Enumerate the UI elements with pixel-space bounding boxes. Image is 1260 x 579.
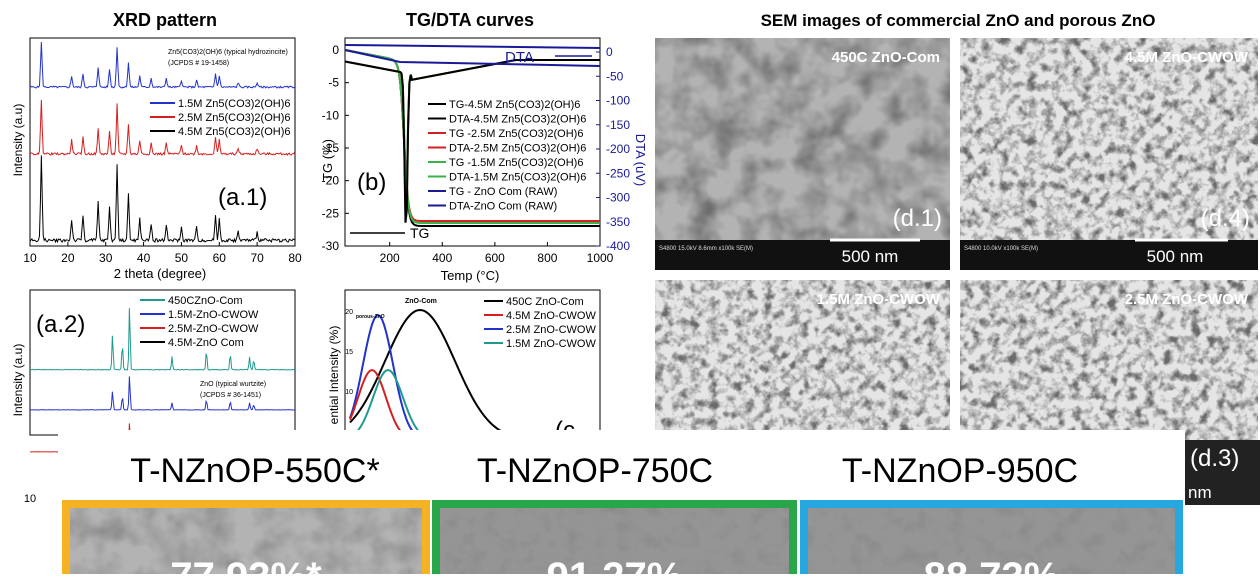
sample-value: 77.93%* (170, 555, 322, 574)
content: XRD pattern TG/DTA curves SEM images of co… (11, 10, 1260, 574)
annotation: porous-ZnO (356, 314, 385, 320)
legend-entry: 4.5M-ZnO Com (168, 337, 244, 349)
reference: ZnO (typical wurtzite) (200, 381, 266, 388)
y2-tick-label: 0 (606, 45, 613, 59)
y-tick-label: -25 (322, 206, 340, 220)
legend-entry: 450C ZnO-Com (506, 296, 584, 308)
y-tick-label: -5 (328, 76, 339, 90)
axis-label: Intensity (a.u) (11, 104, 25, 177)
tg-dta-curve (345, 45, 600, 48)
distribution-curve (350, 315, 520, 440)
scale-label: 500 nm (842, 247, 899, 266)
x-tick-label: 1000 (587, 251, 614, 265)
legend-entry: 1.5M-ZnO-CWOW (168, 309, 259, 321)
panel-label: (d.4) (1201, 205, 1250, 232)
x-tick-label: 600 (485, 251, 505, 265)
sem-texture (655, 38, 950, 270)
x-tick-label: 70 (250, 251, 264, 265)
y-tick-label: -30 (322, 239, 340, 253)
y-tick-label: 20 (345, 309, 353, 316)
x-tick-label: 200 (380, 251, 400, 265)
scale-label: nm (1188, 483, 1212, 502)
panel-label: (a.2) (36, 311, 85, 338)
legend-entry: 2.5M Zn5(CO3)2(OH)6 (178, 112, 290, 124)
y-tick-label: 10 (345, 389, 353, 396)
sem-label: 2.5M ZnO-CWOW (1125, 291, 1249, 308)
legend-entry: DTA-2.5M Zn5(CO3)2(OH)6 (449, 143, 586, 155)
legend-entry: TG -2.5M Zn5(CO3)2(OH)6 (449, 128, 583, 140)
legend-entry: 1.5M ZnO-CWOW (506, 338, 596, 350)
legend-entry: DTA-4.5M Zn5(CO3)2(OH)6 (449, 114, 586, 126)
legend-entry: DTA-ZnO Com (RAW) (449, 201, 557, 213)
x-tick-label: 40 (137, 251, 151, 265)
panel-title: TG/DTA curves (406, 10, 534, 30)
sample-name: T-NZnOP-750C (477, 452, 713, 490)
legend-entry: TG -1.5M Zn5(CO3)2(OH)6 (449, 157, 583, 169)
annotation: ZnO-Com (405, 298, 437, 305)
y2-tick-label: -200 (606, 142, 630, 156)
reference: (JCPDS # 36-1451) (200, 392, 261, 399)
axis-label: Temp (°C) (441, 268, 500, 283)
reference: (JCPDS # 19-1458) (168, 60, 229, 67)
y2-tick-label: -50 (606, 69, 624, 83)
x-tick-label: 800 (537, 251, 557, 265)
sem-info-bar (960, 240, 1258, 270)
panel-label: (b) (357, 169, 386, 196)
legend-entry: 4.5M Zn5(CO3)2(OH)6 (178, 126, 290, 138)
x-tick-label: 20 (61, 251, 75, 265)
y-tick-label: 15 (345, 349, 353, 356)
legend-entry: TG-4.5M Zn5(CO3)2(OH)6 (449, 99, 580, 111)
tg-dta-curve (345, 60, 600, 223)
axis-label: DTA (uV) (633, 134, 648, 187)
legend-entry: 2.5M-ZnO-CWOW (168, 323, 259, 335)
y2-tick-label: -150 (606, 118, 630, 132)
legend-entry: 450CZnO-Com (168, 295, 243, 307)
axis-label: 2 theta (degree) (114, 266, 207, 281)
y2-tick-label: -250 (606, 166, 630, 180)
sample-value: 88.73% (924, 555, 1060, 574)
axis-label: ential Intensity (%) (327, 326, 341, 425)
figure: XRD pattern TG/DTA curves SEM images of co… (0, 0, 1260, 574)
sem-texture (960, 38, 1258, 270)
x-tick-label: 80 (288, 251, 302, 265)
axis-label: Intensity (a.u) (11, 344, 25, 417)
axes-frame (30, 38, 295, 246)
y2-tick-label: -350 (606, 215, 630, 229)
sem-label: 4.5M ZnO-CWOW (1125, 49, 1249, 66)
annotation: DTA (505, 49, 534, 66)
sem-info: S4800 15.0kV 8.6mm x100k SE(M) (659, 246, 753, 252)
tg-dta-curve (345, 50, 600, 66)
legend-entry: DTA-1.5M Zn5(CO3)2(OH)6 (449, 172, 586, 184)
legend-entry: TG - ZnO Com (RAW) (449, 186, 557, 198)
annotation: TG (410, 225, 429, 241)
legend-entry: 1.5M Zn5(CO3)2(OH)6 (178, 98, 290, 110)
legend-entry: 2.5M ZnO-CWOW (506, 324, 596, 336)
y-tick-label: -10 (322, 108, 340, 122)
x-tick-label: 10 (24, 493, 36, 505)
x-tick-label: 400 (432, 251, 452, 265)
sample-value: 91.27% (547, 555, 683, 574)
reference: Zn5(CO3)2(OH)6 (typical hydrozincite) (168, 49, 288, 56)
axis-label: TG (%) (320, 139, 335, 181)
sem-label: 450C ZnO-Com (832, 49, 940, 66)
x-tick-label: 30 (99, 251, 113, 265)
x-tick-label: 60 (213, 251, 227, 265)
sem-info-bar (655, 240, 950, 270)
sem-info: S4800 10.0kV x100k SE(M) (964, 246, 1038, 252)
panel-title: XRD pattern (113, 10, 217, 30)
y-tick-label: 0 (332, 43, 339, 57)
sem-label: 1.5M ZnO-CWOW (817, 291, 941, 308)
panel-label: (d.3) (1190, 445, 1239, 472)
legend-entry: 4.5M ZnO-CWOW (506, 310, 596, 322)
panel-title: SEM images of commercial ZnO and porous … (761, 11, 1156, 30)
panel-label: (a.1) (218, 184, 267, 211)
scale-label: 500 nm (1147, 247, 1204, 266)
x-tick-label: 10 (23, 251, 37, 265)
sample-name: T-NZnOP-550C* (130, 452, 379, 490)
y2-tick-label: -100 (606, 94, 630, 108)
sample-name: T-NZnOP-950C (842, 452, 1078, 490)
x-tick-label: 50 (175, 251, 189, 265)
y2-tick-label: -300 (606, 191, 630, 205)
panel-label: (d.1) (893, 205, 942, 232)
